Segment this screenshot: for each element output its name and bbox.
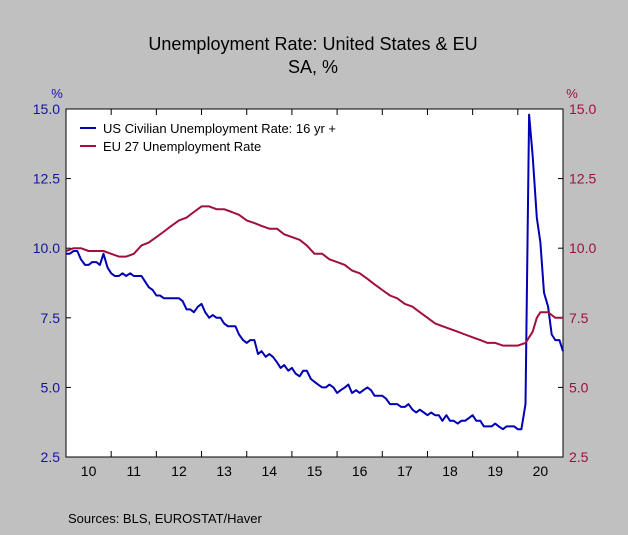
left-y-axis: 2.5 5.0 7.5 10.0 12.5 15.0 [33, 101, 71, 465]
left-tick-label: 15.0 [33, 101, 60, 117]
legend-label-eu: EU 27 Unemployment Rate [103, 139, 261, 154]
right-tick-label: 10.0 [569, 240, 596, 256]
x-tick-label: 17 [397, 463, 413, 479]
right-tick-label: 15.0 [569, 101, 596, 117]
x-tick-label: 16 [352, 463, 368, 479]
x-tick-label: 15 [307, 463, 323, 479]
x-tick-label: 19 [487, 463, 503, 479]
right-tick-label: 5.0 [569, 379, 589, 395]
series-line-eu [65, 205, 563, 347]
right-axis-unit: % [566, 86, 578, 101]
x-tick-label: 13 [216, 463, 232, 479]
source-note: Sources: BLS, EUROSTAT/Haver [68, 511, 263, 526]
left-tick-label: 10.0 [33, 240, 60, 256]
plot-area [65, 108, 564, 458]
chart-title: Unemployment Rate: United States & EU [148, 34, 477, 54]
left-tick-label: 5.0 [41, 379, 61, 395]
x-tick-label: 20 [533, 463, 549, 479]
legend: US Civilian Unemployment Rate: 16 yr + E… [80, 121, 336, 154]
x-tick-label: 10 [81, 463, 97, 479]
right-tick-label: 2.5 [569, 449, 589, 465]
left-tick-label: 2.5 [41, 449, 61, 465]
left-tick-label: 12.5 [33, 171, 60, 187]
right-tick-label: 7.5 [569, 310, 589, 326]
right-tick-label: 12.5 [569, 171, 596, 187]
x-tick-label: 18 [442, 463, 458, 479]
series-line-us [66, 113, 564, 431]
x-tick-label: 11 [126, 463, 141, 479]
series-layer [65, 113, 564, 431]
legend-label-us: US Civilian Unemployment Rate: 16 yr + [103, 121, 336, 136]
x-tick-label: 14 [262, 463, 278, 479]
x-axis: 10 11 12 13 14 15 16 17 18 19 20 [65, 109, 564, 479]
left-axis-unit: % [51, 86, 63, 101]
chart-subtitle: SA, % [288, 57, 338, 77]
x-tick-label: 12 [171, 463, 187, 479]
right-y-axis: 2.5 5.0 7.5 10.0 12.5 15.0 [558, 101, 596, 465]
left-tick-label: 7.5 [41, 310, 61, 326]
